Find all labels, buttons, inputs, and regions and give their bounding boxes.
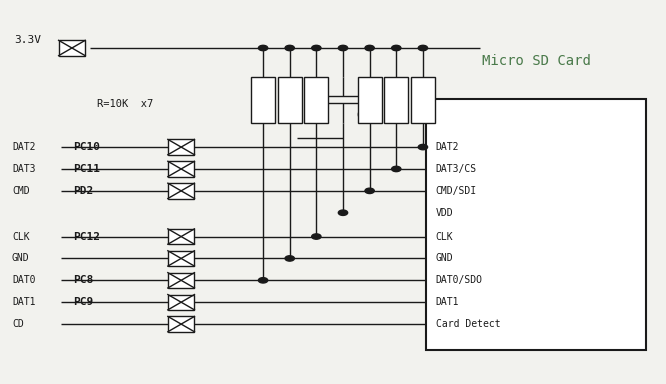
Text: Card Detect: Card Detect <box>436 319 500 329</box>
Bar <box>168 273 194 288</box>
Circle shape <box>338 210 348 215</box>
Text: PC10: PC10 <box>73 142 101 152</box>
Text: DAT1: DAT1 <box>436 297 459 307</box>
Bar <box>426 99 646 350</box>
Text: DAT1: DAT1 <box>12 297 35 307</box>
Circle shape <box>365 45 374 51</box>
Bar <box>384 77 408 123</box>
Bar <box>168 295 194 310</box>
Bar <box>168 183 194 199</box>
Text: DAT0: DAT0 <box>12 275 35 285</box>
Bar <box>251 77 275 123</box>
Text: CD: CD <box>12 319 24 329</box>
Circle shape <box>418 144 428 150</box>
Text: DAT3/CS: DAT3/CS <box>436 164 477 174</box>
Text: GND: GND <box>436 253 453 263</box>
Bar <box>168 251 194 266</box>
Text: DAT0/SDO: DAT0/SDO <box>436 275 483 285</box>
Text: PC8: PC8 <box>73 275 93 285</box>
Bar <box>59 40 85 56</box>
Bar <box>411 77 435 123</box>
Circle shape <box>365 188 374 194</box>
Text: DAT3: DAT3 <box>12 164 35 174</box>
Text: DAT2: DAT2 <box>436 142 459 152</box>
Text: CMD: CMD <box>12 186 29 196</box>
Text: CLK: CLK <box>12 232 29 242</box>
Text: PC9: PC9 <box>73 297 93 307</box>
Circle shape <box>392 166 401 172</box>
Text: CMD/SDI: CMD/SDI <box>436 186 477 196</box>
Circle shape <box>258 278 268 283</box>
Circle shape <box>392 45 401 51</box>
Text: 0.1uF: 0.1uF <box>356 111 383 120</box>
Bar <box>358 77 382 123</box>
Text: R=10K  x7: R=10K x7 <box>97 99 153 109</box>
Text: PC12: PC12 <box>73 232 101 242</box>
Text: PC11: PC11 <box>73 164 101 174</box>
Text: VDD: VDD <box>436 208 453 218</box>
Text: GND: GND <box>12 253 29 263</box>
Circle shape <box>312 234 321 239</box>
Circle shape <box>312 45 321 51</box>
Text: PD2: PD2 <box>73 186 93 196</box>
Text: CLK: CLK <box>436 232 453 242</box>
Circle shape <box>258 45 268 51</box>
Bar <box>168 316 194 332</box>
Circle shape <box>285 256 294 261</box>
Bar <box>168 229 194 244</box>
Bar <box>304 77 328 123</box>
Text: DAT2: DAT2 <box>12 142 35 152</box>
Circle shape <box>418 45 428 51</box>
Bar <box>168 139 194 155</box>
Bar <box>168 161 194 177</box>
Circle shape <box>338 45 348 51</box>
Circle shape <box>285 45 294 51</box>
Text: Micro SD Card: Micro SD Card <box>482 55 591 68</box>
Bar <box>278 77 302 123</box>
Text: 3.3V: 3.3V <box>15 35 42 45</box>
